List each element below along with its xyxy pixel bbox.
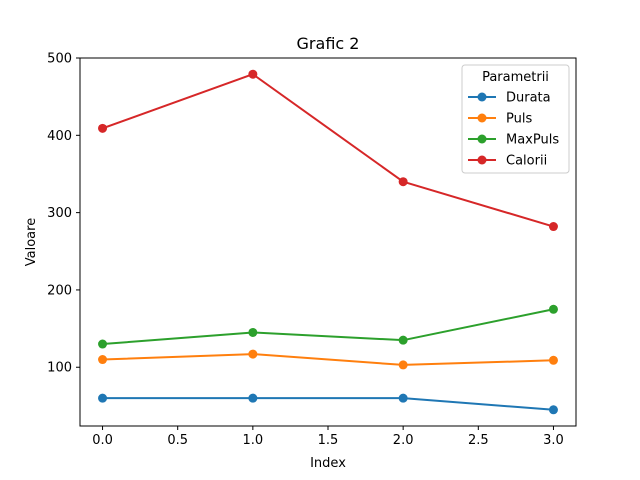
- plot-area: 0.0 0.5 1.0 1.5 2.0 2.5 3.0 100 200 300 400 500: [47, 52, 577, 448]
- legend: Parametrii Durata Puls MaxPuls Calorii: [461, 64, 570, 174]
- x-tick-label: 1.5: [318, 433, 339, 448]
- y-axis-title: Valoare: [24, 218, 39, 266]
- data-point-calorii-3: [548, 222, 558, 232]
- legend-label-maxpuls: MaxPuls: [506, 133, 559, 148]
- data-point-durata-3: [548, 405, 558, 415]
- data-point-maxpuls-0: [98, 339, 108, 349]
- series-line-maxpuls: [102, 308, 554, 346]
- data-point-puls-0: [98, 355, 108, 365]
- legend-box: [461, 64, 570, 174]
- y-tick-label: 100: [47, 361, 72, 376]
- x-tick-label: 2.5: [468, 433, 489, 448]
- data-point-durata-2: [398, 393, 408, 403]
- chart-title: Grafic 2: [297, 34, 360, 53]
- y-tick-label: 300: [47, 206, 72, 221]
- data-point-calorii-2: [398, 177, 408, 187]
- x-tick-label: 3.0: [543, 433, 564, 448]
- series-line-puls: [102, 353, 554, 366]
- legend-swatch-marker-maxpuls: [477, 134, 487, 144]
- legend-label-durata: Durata: [506, 91, 551, 106]
- x-tick-label: 0.5: [167, 433, 188, 448]
- data-point-maxpuls-2: [398, 335, 408, 345]
- x-tick-label: 1.0: [243, 433, 264, 448]
- x-axis-title: Index: [310, 456, 346, 471]
- data-point-puls-3: [548, 355, 558, 365]
- legend-label-puls: Puls: [506, 112, 532, 127]
- data-point-calorii-0: [98, 123, 108, 133]
- y-tick-label: 500: [47, 52, 72, 67]
- data-point-durata-1: [248, 393, 258, 403]
- data-point-durata-0: [98, 393, 108, 403]
- x-tick-label: 0.0: [92, 433, 113, 448]
- legend-swatch-marker-durata: [477, 92, 487, 102]
- data-point-puls-2: [398, 360, 408, 370]
- y-tick-label: 200: [47, 283, 72, 298]
- series-line-durata: [102, 397, 554, 411]
- series-line-calorii: [102, 73, 554, 228]
- legend-title: Parametrii: [482, 70, 549, 85]
- data-point-calorii-1: [248, 69, 258, 79]
- legend-swatch-marker-puls: [477, 113, 487, 123]
- x-tick-label: 2.0: [393, 433, 414, 448]
- legend-label-calorii: Calorii: [506, 154, 547, 169]
- data-point-maxpuls-1: [248, 327, 258, 337]
- data-point-maxpuls-3: [548, 304, 558, 314]
- y-tick-label: 400: [47, 129, 72, 144]
- legend-swatch-marker-calorii: [477, 155, 487, 165]
- data-point-puls-1: [248, 349, 258, 359]
